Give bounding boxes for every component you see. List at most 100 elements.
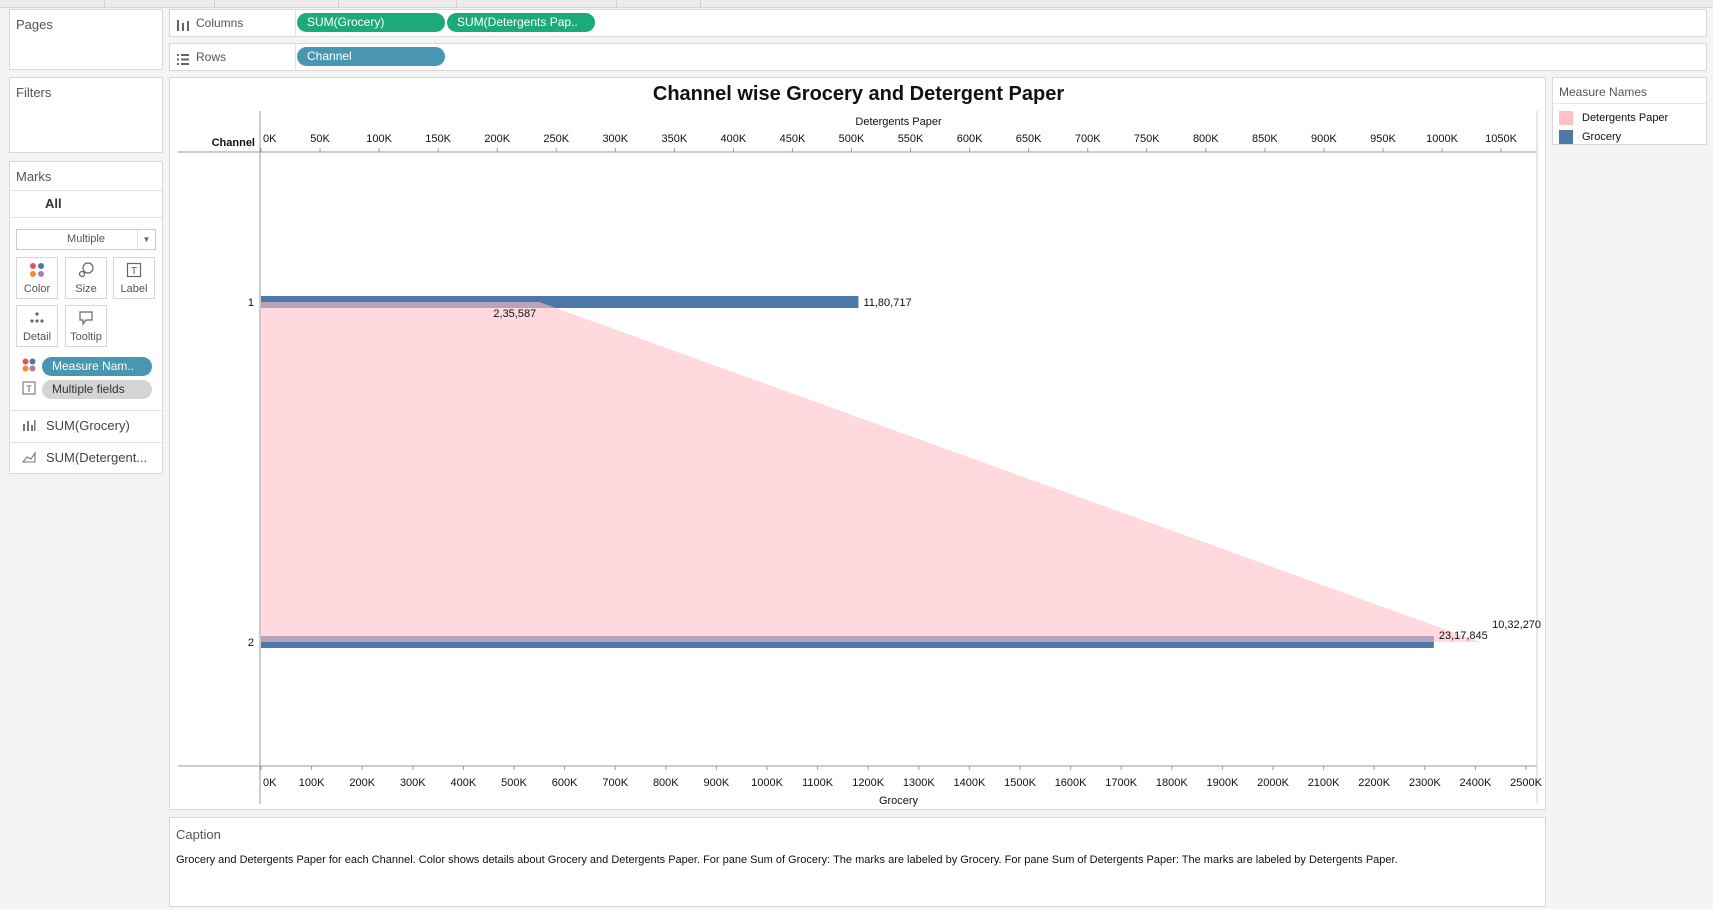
- bottom-axis-tick-label: 2200K: [1358, 777, 1390, 789]
- mark-type-dropdown[interactable]: Multiple ▼: [16, 229, 156, 250]
- bottom-axis-tick-label: 1600K: [1055, 777, 1087, 789]
- bottom-axis-tick-label: 600K: [552, 777, 578, 789]
- top-axis-tick-label: 250K: [543, 133, 569, 145]
- columns-shelf[interactable]: Columns SUM(Grocery) SUM(Detergents Pap.…: [169, 9, 1707, 37]
- rows-icon: [177, 52, 189, 70]
- rows-shelf[interactable]: Rows Channel: [169, 43, 1707, 71]
- row-header-label: Channel: [212, 137, 255, 149]
- color-legend[interactable]: Measure Names Detergents Paper Grocery: [1552, 77, 1707, 145]
- top-axis-tick-label: 550K: [898, 133, 924, 145]
- label-button[interactable]: T Label: [113, 257, 155, 299]
- columns-icon: [177, 18, 189, 36]
- top-axis-tick-label: 1050K: [1485, 133, 1517, 145]
- top-axis-tick-label: 850K: [1252, 133, 1278, 145]
- bottom-axis-tick-label: 2000K: [1257, 777, 1289, 789]
- measure-row-grocery[interactable]: SUM(Grocery): [10, 410, 163, 440]
- columns-pill-grocery[interactable]: SUM(Grocery): [297, 13, 445, 32]
- top-axis-tick-label: 950K: [1370, 133, 1396, 145]
- bottom-axis-tick-label: 100K: [299, 777, 325, 789]
- top-axis-tick-label: 500K: [839, 133, 865, 145]
- color-dots-icon: [22, 358, 36, 377]
- top-axis-tick-label: 700K: [1075, 133, 1101, 145]
- bottom-axis-tick-label: 1500K: [1004, 777, 1036, 789]
- top-axis-title: Detergents Paper: [855, 116, 942, 128]
- color-label: Color: [23, 283, 51, 295]
- bottom-axis-tick-label: 1400K: [953, 777, 985, 789]
- top-axis-tick-label: 900K: [1311, 133, 1337, 145]
- caption-panel: Caption Grocery and Detergents Paper for…: [169, 817, 1546, 907]
- bottom-axis-tick-label: 0K: [263, 777, 277, 789]
- top-axis-tick-label: 750K: [1134, 133, 1160, 145]
- measure-row-label: SUM(Grocery): [46, 418, 130, 433]
- marks-all-tab[interactable]: All: [45, 196, 62, 211]
- bottom-axis-tick-label: 500K: [501, 777, 527, 789]
- detail-button[interactable]: Detail: [16, 305, 58, 347]
- bar-chart-icon: [22, 419, 36, 434]
- legend-title: Measure Names: [1559, 85, 1648, 99]
- bottom-axis-tick-label: 800K: [653, 777, 679, 789]
- detail-icon: [17, 310, 57, 326]
- area-chart-icon: [21, 451, 36, 466]
- bottom-axis-tick-label: 200K: [349, 777, 375, 789]
- top-axis-tick-label: 1000K: [1426, 133, 1458, 145]
- legend-swatch: [1559, 130, 1573, 144]
- columns-pill-detergents[interactable]: SUM(Detergents Pap..: [447, 13, 595, 32]
- tooltip-button[interactable]: Tooltip: [65, 305, 107, 347]
- caption-text: Grocery and Detergents Paper for each Ch…: [176, 854, 1398, 866]
- bottom-axis-tick-label: 2500K: [1510, 777, 1542, 789]
- top-axis-tick-label: 400K: [721, 133, 747, 145]
- top-tab-strip: [0, 0, 1713, 8]
- rows-label: Rows: [196, 50, 227, 64]
- svg-text:T: T: [26, 384, 32, 394]
- text-label-icon: T: [22, 381, 36, 400]
- top-axis-tick-label: 200K: [484, 133, 510, 145]
- multiple-fields-pill[interactable]: Multiple fields: [42, 380, 152, 399]
- filters-panel[interactable]: Filters: [9, 77, 163, 153]
- bottom-axis-tick-label: 1700K: [1105, 777, 1137, 789]
- legend-label: Detergents Paper: [1582, 112, 1669, 124]
- text-label-icon: T: [114, 262, 154, 278]
- tooltip-icon: [66, 310, 106, 326]
- top-axis-tick-label: 800K: [1193, 133, 1219, 145]
- measure-names-pill[interactable]: Measure Nam..: [42, 357, 152, 376]
- bottom-axis-tick-label: 400K: [451, 777, 477, 789]
- size-label: Size: [75, 283, 97, 295]
- bottom-axis-tick-label: 1800K: [1156, 777, 1188, 789]
- chart-view: Channel wise Grocery and Detergent Paper…: [169, 77, 1546, 810]
- bottom-axis-tick-label: 2300K: [1409, 777, 1441, 789]
- top-axis-tick-label: 150K: [425, 133, 451, 145]
- marks-title: Marks: [16, 169, 52, 184]
- category-label-1: 1: [248, 297, 254, 309]
- rows-pill-channel[interactable]: Channel: [297, 47, 445, 66]
- top-axis-tick-label: 450K: [780, 133, 806, 145]
- detergents-label-channel-2: 10,32,270: [1492, 619, 1541, 631]
- bottom-axis-tick-label: 1100K: [802, 777, 834, 789]
- pages-title: Pages: [16, 17, 53, 32]
- color-button[interactable]: Color: [16, 257, 58, 299]
- measure-row-detergents[interactable]: SUM(Detergent...: [10, 442, 163, 472]
- category-label-2: 2: [248, 637, 254, 649]
- bottom-axis-tick-label: 2100K: [1308, 777, 1340, 789]
- pages-panel[interactable]: Pages: [9, 9, 163, 70]
- columns-label: Columns: [196, 16, 244, 30]
- filters-title: Filters: [16, 85, 52, 100]
- grocery-label-channel-1: 11,80,717: [863, 297, 911, 309]
- top-axis-tick-label: 300K: [602, 133, 628, 145]
- bottom-axis-tick-label: 1200K: [852, 777, 884, 789]
- top-axis-tick-label: 100K: [366, 133, 392, 145]
- top-axis-tick-label: 50K: [310, 133, 330, 145]
- chart-title: Channel wise Grocery and Detergent Paper: [652, 83, 1065, 105]
- bottom-axis-tick-label: 900K: [704, 777, 730, 789]
- grocery-label-channel-2: 23,17,845: [1439, 630, 1488, 642]
- bottom-axis-tick-label: 300K: [400, 777, 426, 789]
- bottom-axis-tick-label: 1900K: [1206, 777, 1238, 789]
- size-icon: [66, 262, 106, 278]
- size-button[interactable]: Size: [65, 257, 107, 299]
- chart-svg: Channel Detergents Paper 0K 50K 100K 150K 200K…: [178, 111, 1543, 807]
- top-axis-tick-label: 650K: [1016, 133, 1042, 145]
- tooltip-label: Tooltip: [70, 331, 102, 343]
- top-axis-tick-label: 0K: [263, 133, 277, 145]
- bottom-axis-tick-label: 1000K: [751, 777, 783, 789]
- bottom-axis-tick-label: 700K: [602, 777, 628, 789]
